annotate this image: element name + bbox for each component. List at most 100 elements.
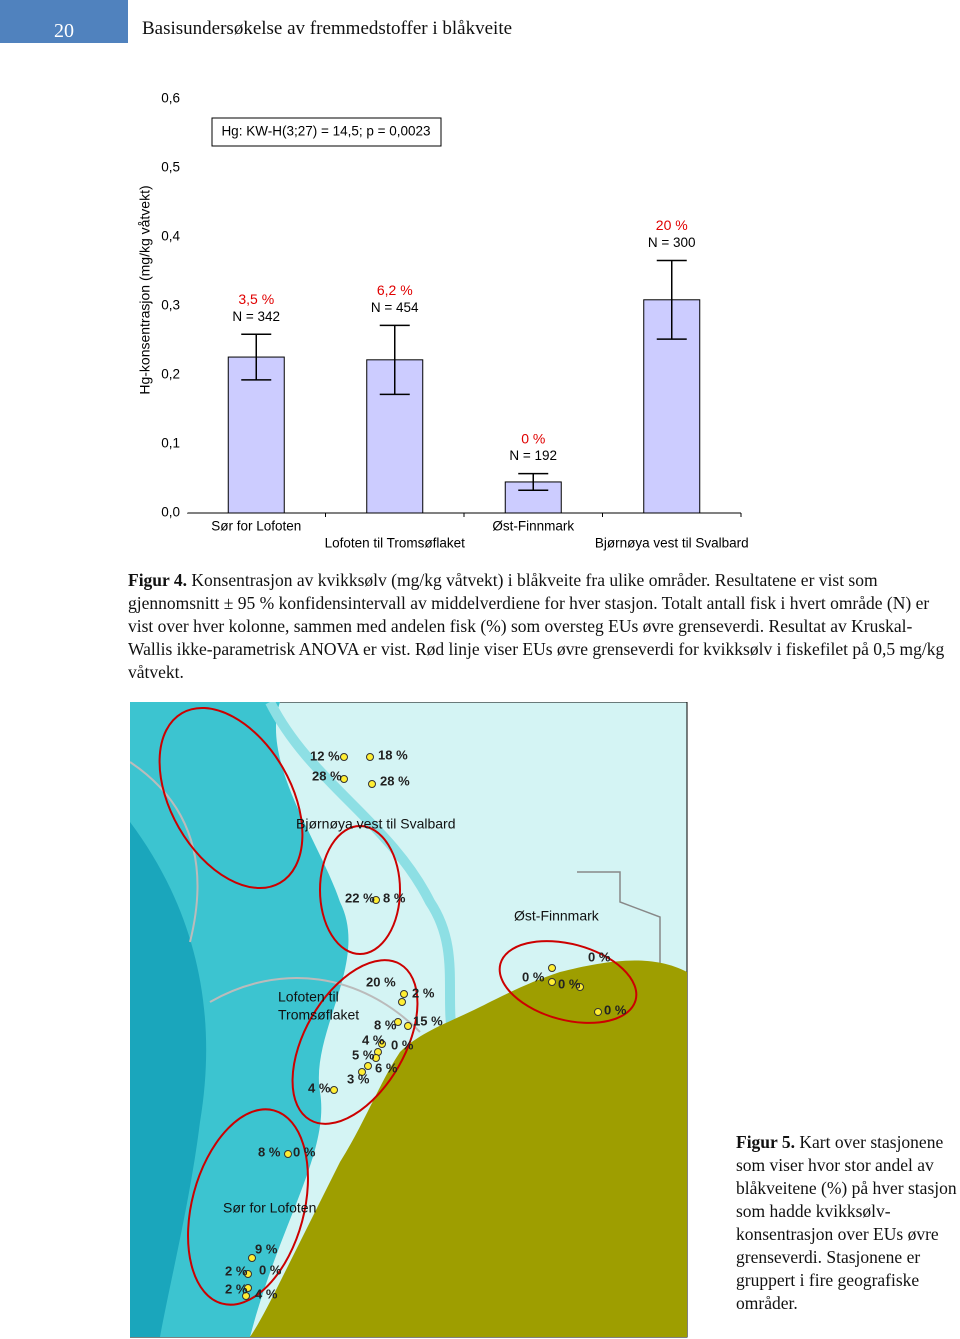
station-dot [358, 1068, 366, 1076]
station-dot [372, 896, 380, 904]
station-label: 28 % [312, 768, 342, 783]
station-label: 0 % [391, 1037, 414, 1052]
bar [227, 356, 285, 514]
stat-annotation: Hg: KW-H(3;27) = 14,5; p = 0,0023 [221, 124, 430, 139]
station-dot [548, 964, 556, 972]
station-label: 0 % [293, 1144, 316, 1159]
caption-text: Kart over stasjonene som viser hvor stor… [736, 1132, 957, 1313]
station-dot [340, 775, 348, 783]
map: 12 % 18 % 28 % 28 % Bjørnøya vest til Svalba… [130, 702, 688, 1338]
station-label: 0 % [259, 1262, 282, 1277]
x-tick-label: Sør for Lofoten [211, 519, 301, 534]
station-dot [284, 1150, 292, 1158]
region-label: Øst-Finnmark [514, 908, 600, 924]
station-label: 9 % [255, 1241, 278, 1256]
station-dot [368, 780, 376, 788]
caption-label: Figur 5. [736, 1132, 795, 1152]
y-tick-label: 0,3 [161, 298, 180, 313]
station-dot [594, 1008, 602, 1016]
percent-label: 20 % [656, 217, 688, 233]
x-tick-label: Øst-Finnmark [492, 519, 574, 534]
y-tick-label: 0,1 [161, 436, 180, 451]
station-label: 0 % [604, 1002, 627, 1017]
x-tick-label: Bjørnøya vest til Svalbard [595, 536, 749, 551]
station-dot [576, 983, 584, 991]
station-dot [330, 1086, 338, 1094]
map-land [560, 972, 687, 1015]
error-bar [379, 324, 410, 396]
station-label: 8 % [374, 1017, 397, 1032]
percent-label: 3,5 % [238, 291, 274, 307]
region-ring [498, 940, 638, 1024]
y-tick-label: 0,4 [161, 229, 180, 244]
station-dot [244, 1270, 252, 1278]
percent-label: 0 % [521, 430, 545, 446]
station-label: 20 % [366, 974, 396, 989]
y-tick-label: 0,0 [161, 505, 180, 520]
station-label: 8 % [383, 890, 406, 905]
station-label: 4 % [308, 1080, 331, 1095]
station-label: 22 % [345, 890, 375, 905]
station-dot [398, 998, 406, 1006]
station-label: 0 % [522, 969, 545, 984]
station-dot [366, 753, 374, 761]
y-axis-label: Hg-konsentrasjon (mg/kg våtvekt) [137, 185, 153, 394]
station-dot [394, 1018, 402, 1026]
caption-text: Konsentrasjon av kvikksølv (mg/kg våtvek… [128, 570, 945, 682]
n-label: N = 454 [371, 300, 419, 315]
region-ring [319, 825, 401, 955]
error-bar [656, 259, 687, 340]
station-label: 18 % [378, 747, 408, 762]
percent-label: 6,2 % [377, 282, 413, 298]
region-ring [187, 1108, 309, 1306]
station-dot [548, 978, 556, 986]
station-label: 5 % [352, 1047, 375, 1062]
n-label: N = 342 [232, 309, 280, 324]
y-tick-label: 0,6 [161, 91, 180, 106]
region-ring [291, 959, 419, 1125]
map-line [130, 761, 199, 943]
page-title: Basisundersøkelse av fremmedstoffer i bl… [142, 18, 513, 39]
station-label: 12 % [310, 748, 340, 763]
station-dot [372, 1054, 380, 1062]
map-land [250, 960, 687, 1337]
page-number: 20 [0, 0, 128, 43]
n-label: N = 192 [509, 448, 557, 463]
station-dot [340, 753, 348, 761]
chart: Hg-konsentrasjon (mg/kg våtvekt) Hg: KW-… [137, 91, 749, 551]
caption-label: Figur 4. [128, 570, 187, 590]
station-label: 4 % [255, 1286, 278, 1301]
station-dot [378, 1040, 386, 1048]
station-label: 15 % [413, 1013, 443, 1028]
figure-5-caption: Figur 5. Kart over stasjonene som viser … [736, 1131, 958, 1315]
station-dot [248, 1254, 256, 1262]
station-dot [400, 990, 408, 998]
region-label: Bjørnøya vest til Svalbard [296, 816, 456, 832]
figure-4-caption: Figur 4. Konsentrasjon av kvikksølv (mg/… [128, 569, 946, 684]
y-tick-label: 0,5 [161, 160, 180, 175]
error-bar [241, 333, 272, 381]
station-label: 2 % [225, 1281, 248, 1296]
station-dot [244, 1284, 252, 1292]
station-label: 4 % [362, 1032, 385, 1047]
n-label: N = 300 [648, 235, 696, 250]
region-label: Lofoten til [278, 989, 339, 1005]
station-label: 2 % [225, 1263, 248, 1278]
map-line [209, 977, 421, 1033]
stat-box [211, 117, 442, 147]
station-label: 0 % [558, 976, 581, 991]
error-bar [518, 472, 549, 491]
station-label: 28 % [380, 773, 410, 788]
y-tick-label: 0,2 [161, 367, 180, 382]
map-deep [130, 822, 207, 1337]
map-boundary [577, 871, 661, 1002]
station-label: 2 % [412, 985, 435, 1000]
region-label: Tromsøflaket [278, 1007, 359, 1023]
region-label: Sør for Lofoten [223, 1200, 316, 1216]
station-label: 6 % [375, 1060, 398, 1075]
station-label: 0 % [588, 949, 611, 964]
station-dot [404, 1022, 412, 1030]
station-label: 3 % [347, 1071, 370, 1086]
region-ring [158, 706, 304, 890]
